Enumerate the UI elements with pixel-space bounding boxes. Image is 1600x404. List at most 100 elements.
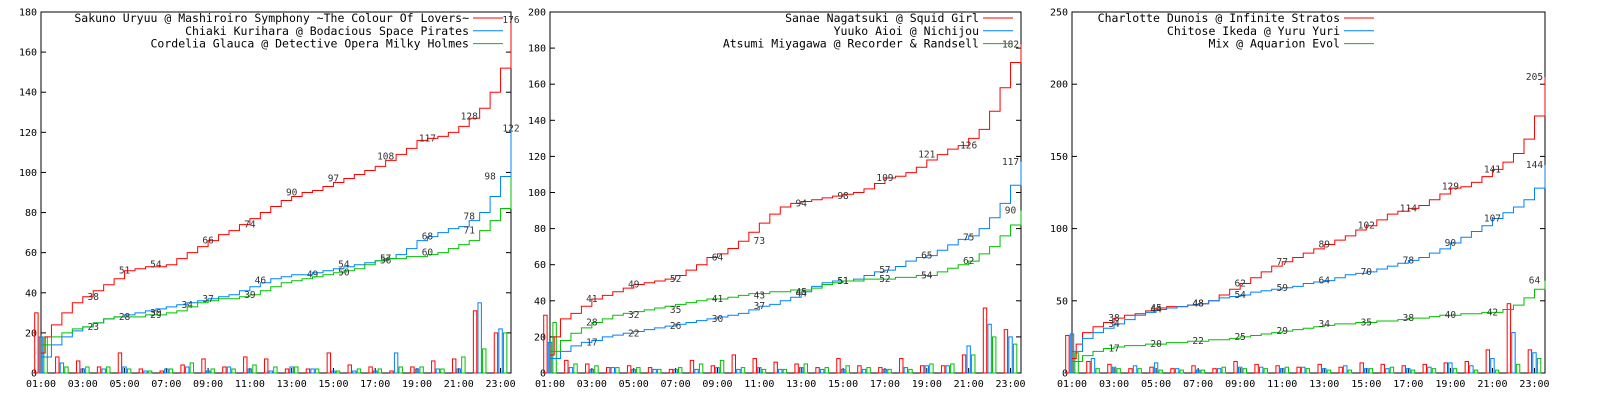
- x-tick-label: 17:00: [1393, 379, 1423, 390]
- hourly-bar: [389, 370, 394, 374]
- hourly-bar: [866, 367, 871, 374]
- point-label: 182: [1002, 39, 1019, 50]
- hourly-bar: [493, 332, 499, 374]
- point-label: 37: [202, 294, 213, 305]
- hourly-bar: [552, 321, 557, 374]
- point-label: 38: [87, 292, 99, 303]
- x-tick-label: 15:00: [828, 379, 858, 390]
- series-line-1: [41, 20, 512, 354]
- hourly-bar: [159, 370, 164, 374]
- hourly-bar: [289, 366, 294, 374]
- y-tick-label: 100: [1050, 224, 1068, 235]
- hourly-bar: [1338, 366, 1343, 374]
- hourly-bar: [456, 368, 461, 374]
- y-tick-label: 80: [534, 224, 546, 235]
- x-tick-label: 09:00: [193, 379, 223, 390]
- point-label: 117: [1002, 157, 1019, 168]
- hourly-bar: [1343, 365, 1348, 374]
- point-label: 17: [586, 337, 597, 348]
- hourly-bar: [1275, 365, 1280, 374]
- hourly-bar: [55, 356, 60, 374]
- point-label: 122: [502, 123, 519, 134]
- hourly-bar: [966, 345, 971, 374]
- point-label: 64: [1529, 276, 1541, 287]
- point-label: 126: [960, 141, 977, 152]
- hourly-bar: [247, 368, 253, 374]
- hourly-bar: [1301, 366, 1306, 374]
- point-label: 54: [921, 271, 933, 282]
- y-tick-label: 250: [1050, 8, 1068, 19]
- hourly-bar: [1347, 369, 1353, 374]
- hourly-bar: [615, 367, 620, 374]
- point-label: 94: [795, 198, 807, 209]
- hourly-bar: [920, 365, 925, 374]
- y-tick-label: 0: [540, 369, 546, 380]
- hourly-bar: [222, 366, 227, 374]
- hourly-bar: [589, 368, 595, 374]
- point-label: 71: [463, 226, 475, 237]
- hourly-bar: [1132, 365, 1138, 374]
- point-label: 62: [1234, 278, 1245, 289]
- x-tick-label: 05:00: [110, 379, 140, 390]
- hourly-bar: [377, 368, 383, 374]
- hourly-bar: [34, 312, 39, 374]
- y-tick-label: 0: [1062, 369, 1068, 380]
- hourly-bar: [1233, 360, 1238, 374]
- hourly-bar: [335, 370, 341, 374]
- point-label: 30: [150, 308, 162, 319]
- hourly-bar: [326, 352, 332, 374]
- hourly-bar: [356, 368, 362, 374]
- point-label: 141: [1484, 164, 1501, 175]
- y-tick-label: 120: [19, 128, 37, 139]
- hourly-bar: [803, 363, 808, 374]
- hourly-bar: [80, 368, 85, 374]
- hourly-bar: [698, 363, 704, 374]
- hourly-bar: [861, 368, 867, 374]
- hourly-bar: [96, 366, 102, 374]
- x-tick-label: 01:00: [535, 379, 565, 390]
- hourly-bar: [201, 358, 206, 374]
- hourly-bar: [1086, 360, 1091, 374]
- hourly-bar: [1536, 358, 1542, 374]
- hourly-bar: [1195, 369, 1201, 374]
- hourly-bar: [1137, 368, 1142, 374]
- hourly-bar: [164, 368, 169, 374]
- point-label: 128: [461, 111, 478, 122]
- point-label: 57: [879, 265, 890, 276]
- point-label: 28: [119, 312, 131, 323]
- hourly-bar: [1448, 362, 1453, 374]
- hourly-bar: [226, 366, 232, 374]
- hourly-bar: [987, 323, 992, 374]
- hourly-bar: [168, 368, 174, 374]
- hourly-bar: [1153, 362, 1159, 374]
- x-tick-label: 21:00: [444, 379, 474, 390]
- y-tick-label: 60: [25, 248, 37, 259]
- point-label: 39: [244, 290, 256, 301]
- y-tick-label: 200: [1050, 80, 1068, 91]
- point-label: 46: [255, 276, 267, 287]
- y-tick-label: 140: [528, 116, 546, 127]
- hourly-bar: [815, 367, 820, 374]
- hourly-bar: [1410, 369, 1416, 374]
- hourly-bar: [543, 314, 548, 374]
- hourly-bar: [1116, 368, 1121, 374]
- point-label: 144: [1526, 160, 1543, 171]
- hourly-bar: [1095, 368, 1100, 374]
- hourly-bar: [75, 360, 81, 374]
- hourly-bar: [1158, 369, 1163, 374]
- hourly-bar: [263, 358, 269, 374]
- point-label: 34: [1319, 319, 1331, 330]
- point-label: 41: [586, 294, 598, 305]
- y-tick-label: 50: [1056, 296, 1068, 307]
- hourly-bar: [1317, 363, 1322, 374]
- point-label: 38: [1403, 313, 1415, 324]
- hourly-bar: [147, 370, 153, 374]
- legend-label: Sanae Nagatsuki @ Squid Girl: [785, 11, 979, 25]
- series-line-3: [41, 176, 512, 346]
- hourly-bar: [673, 368, 678, 374]
- y-tick-label: 160: [19, 48, 37, 59]
- hourly-bar: [652, 368, 657, 374]
- point-label: 25: [1234, 332, 1245, 343]
- hourly-bar: [368, 366, 373, 374]
- point-label: 78: [463, 212, 475, 223]
